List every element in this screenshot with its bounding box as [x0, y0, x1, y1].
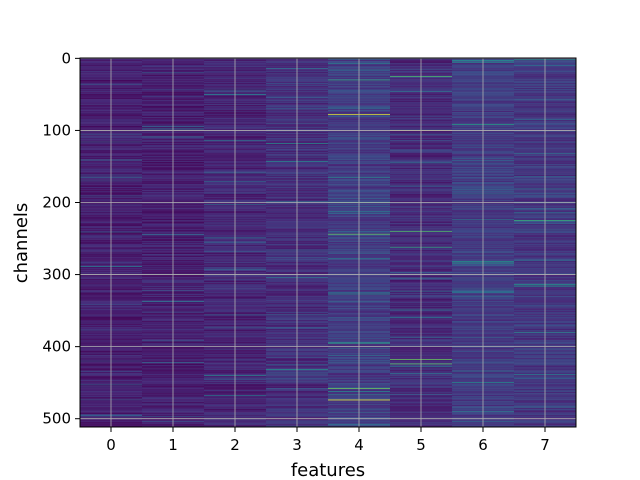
x-axis-ticks: 0 1 2 3 4 5 6 7 [106, 427, 550, 454]
y-tick-label: 0 [61, 49, 71, 67]
y-tick-label: 100 [42, 121, 71, 139]
y-tick-label: 200 [42, 194, 71, 212]
y-axis-label: channels [11, 203, 32, 284]
x-tick-label: 2 [230, 436, 240, 454]
x-tick-label: 3 [292, 436, 302, 454]
plot-frame [79, 57, 577, 428]
x-tick-label: 6 [478, 436, 488, 454]
x-tick-label: 7 [540, 436, 550, 454]
x-tick-label: 5 [416, 436, 426, 454]
x-tick-label: 1 [168, 436, 178, 454]
x-tick-label: 0 [106, 436, 116, 454]
y-tick-label: 400 [42, 338, 71, 356]
grid-lines [80, 57, 576, 427]
plot-area [80, 58, 577, 428]
x-axis-label: features [291, 460, 365, 480]
x-tick-label: 4 [354, 436, 364, 454]
y-axis-ticks: 0 100 200 300 400 500 [42, 49, 80, 428]
y-tick-label: 500 [42, 410, 71, 428]
y-tick-label: 300 [42, 266, 71, 284]
